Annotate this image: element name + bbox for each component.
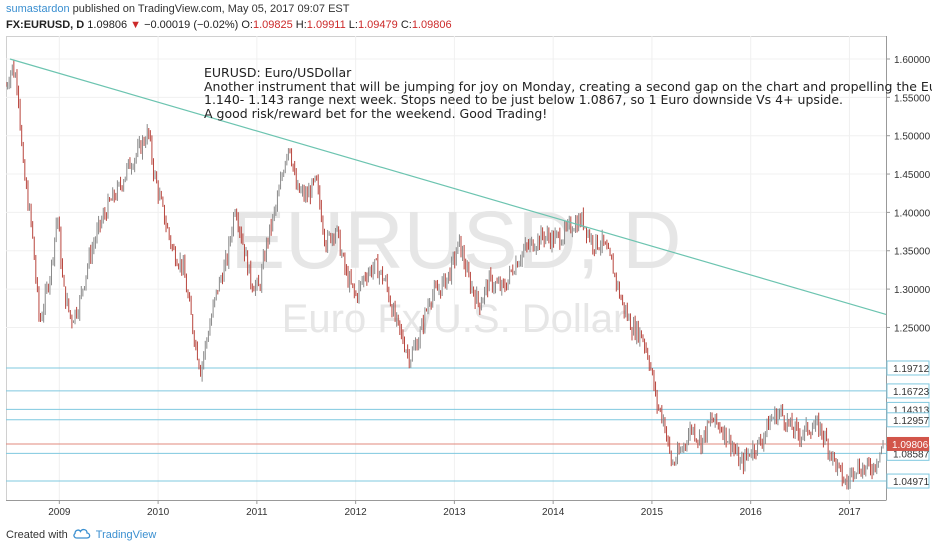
x-tick-label: 2011: [246, 507, 268, 518]
annotation-line: 1.140- 1.143 range next week. Stops need…: [204, 92, 844, 107]
watermark-symbol: EURUSD, D: [230, 195, 681, 286]
x-tick-label: 2012: [345, 507, 368, 518]
symbol-label: FX:EURUSD, D: [6, 19, 85, 31]
x-tick-label: 2015: [641, 507, 664, 518]
tradingview-cloud-icon[interactable]: [73, 528, 91, 542]
down-arrow-icon: ▼: [130, 19, 142, 31]
footer: Created with TradingView: [6, 528, 156, 542]
annotation-line: A good risk/reward bet for the weekend. …: [204, 105, 548, 121]
level-badge[interactable]: [886, 383, 930, 399]
author-link[interactable]: sumastardon: [6, 3, 70, 15]
y-tick-label: 1.25000: [894, 323, 930, 334]
trendline[interactable]: [9, 58, 887, 315]
plot-frame: [6, 36, 887, 501]
high-label: H:: [295, 19, 307, 31]
level-badge-label: 1.14313: [893, 405, 930, 416]
x-tick-label: 2010: [147, 507, 170, 518]
x-tick-label: 2016: [740, 507, 763, 518]
last-price-badge-label: 1.09806: [892, 440, 929, 451]
chart-area[interactable]: EURUSD, D Euro Fx/U.S. Dollar 1.60000 1.550…: [5, 36, 931, 520]
y-tick-label: 1.60000: [894, 55, 930, 66]
level-badge-label: 1.19712: [893, 364, 930, 375]
y-tick-label: 1.40000: [894, 208, 930, 219]
level-badge-label: 1.12957: [893, 416, 930, 427]
created-with-text: Created with: [6, 529, 68, 541]
chart-annotation: EURUSD: Euro/USDollar Another instrument…: [204, 65, 932, 121]
x-tick-label: 2013: [443, 507, 466, 518]
y-tick-label: 1.55000: [894, 93, 930, 104]
level-badge-label: 1.16723: [893, 387, 930, 398]
high-value: 1.09911: [306, 19, 346, 31]
x-tick-label: 2009: [48, 507, 71, 518]
last-price: 1.09806: [87, 19, 128, 31]
y-tick-label: 1.45000: [894, 170, 930, 181]
level-badge[interactable]: [886, 360, 930, 376]
publish-info: sumastardon published on TradingView.com…: [6, 3, 349, 15]
level-badge-label: 1.08587: [893, 449, 930, 460]
x-tick-label: 2014: [542, 507, 565, 518]
last-price-badge: [887, 436, 929, 451]
low-value: 1.09479: [357, 19, 398, 31]
tradingview-brand[interactable]: TradingView: [95, 529, 157, 541]
ohlc-legend: FX:EURUSD, D 1.09806 ▼ −0.00019 (−0.02%)…: [6, 19, 452, 31]
open-label: O:: [241, 19, 253, 31]
watermark-description: Euro Fx/U.S. Dollar: [282, 297, 627, 341]
low-label: L:: [348, 19, 358, 31]
change-value: −0.00019 (−0.02%): [144, 19, 239, 31]
open-value: 1.09825: [252, 19, 293, 31]
published-text: published on TradingView.com, May 05, 20…: [72, 3, 350, 15]
close-value: 1.09806: [411, 19, 452, 31]
y-tick-label: 1.30000: [894, 285, 930, 296]
level-badge-label: 1.04971: [893, 477, 930, 488]
y-tick-label: 1.50000: [894, 132, 930, 143]
y-tick-label: 1.35000: [894, 247, 930, 258]
price-chart[interactable]: EURUSD, D Euro Fx/U.S. Dollar 1.60000 1.550…: [5, 36, 931, 520]
annotation-line: EURUSD: Euro/USDollar: [204, 65, 352, 80]
level-badge[interactable]: [886, 473, 930, 489]
annotation-line: Another instrument that will be jumping …: [204, 78, 932, 94]
x-tick-label: 2017: [838, 507, 861, 518]
level-badge[interactable]: [886, 412, 930, 428]
close-label: C:: [400, 19, 412, 31]
